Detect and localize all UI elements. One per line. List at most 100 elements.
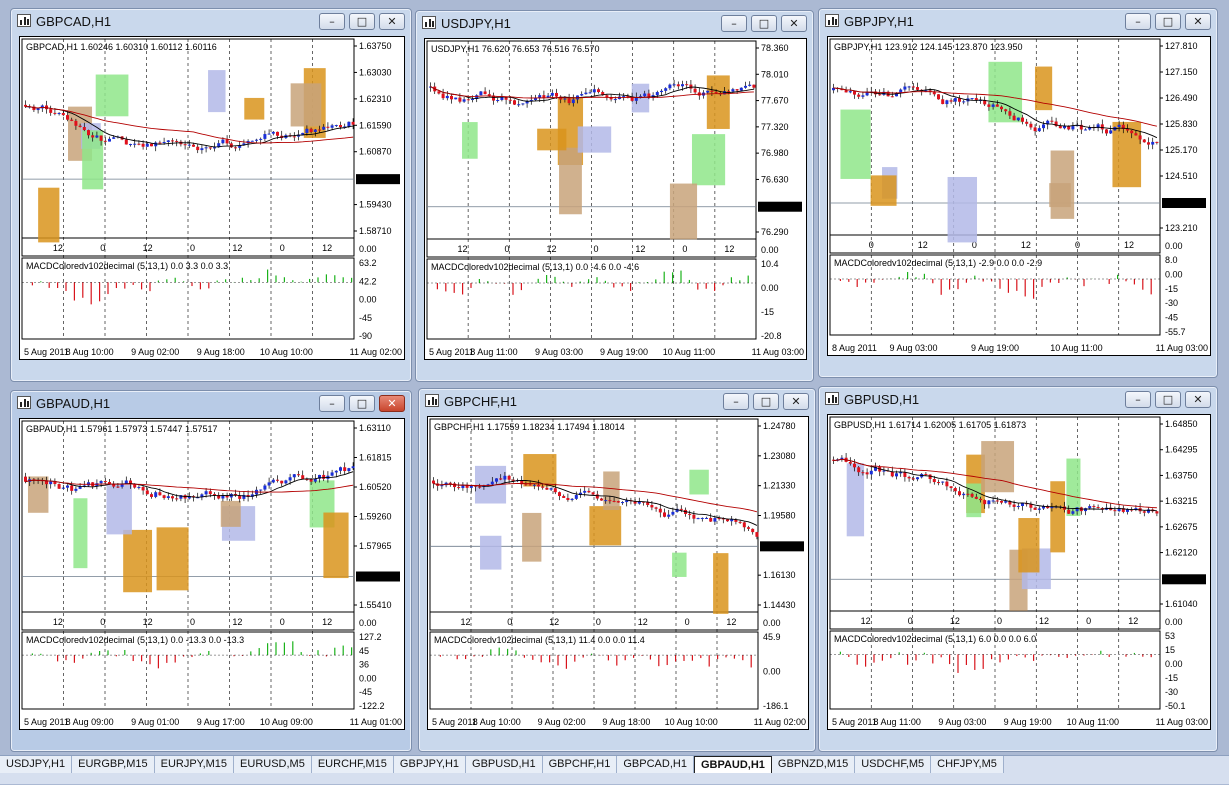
chart-canvas[interactable]: GBPJPY,H1 123.912 124.145 123.870 123.95… [827, 36, 1211, 356]
price-axis-label: 124.510 [1165, 171, 1198, 181]
chart-window-titlebar[interactable]: GBPCHF,H1 – □ ✕ [419, 389, 815, 413]
macd-axis-label: -15 [1165, 673, 1178, 683]
maximize-button[interactable]: □ [751, 15, 777, 32]
current-price-label: 1.57517 [359, 571, 392, 581]
chart-tab-eurgbp-m15[interactable]: EURGBP,M15 [72, 756, 155, 773]
price-axis-label: 127.150 [1165, 67, 1198, 77]
chart-canvas[interactable]: GBPCHF,H1 1.17559 1.18234 1.17494 1.1801… [427, 416, 809, 730]
chart-tab-chfjpy-m5[interactable]: CHFJPY,M5 [931, 756, 1004, 773]
chart-canvas[interactable]: USDJPY,H1 76.620 76.653 76.516 76.570 78.… [424, 38, 807, 360]
chart-window-icon [825, 14, 839, 27]
hour-tick-label: 12 [726, 617, 736, 627]
chart-tab-gbpcad-h1[interactable]: GBPCAD,H1 [617, 756, 694, 773]
chart-window-gbpaud[interactable]: GBPAUD,H1 – □ ✕ GBPAUD,H1 1.57961 1.57973 1.… [10, 390, 412, 752]
chart-tab-gbpnzd-m15[interactable]: GBPNZD,M15 [771, 756, 856, 773]
chart-ohlc-header: USDJPY,H1 76.620 76.653 76.516 76.570 [431, 44, 599, 54]
chart-tab-gbpchf-h1[interactable]: GBPCHF,H1 [542, 756, 618, 773]
date-axis-label: 5 Aug 2011 [24, 347, 69, 357]
price-axis-label: 1.24780 [763, 421, 796, 431]
close-button[interactable]: ✕ [1185, 391, 1211, 408]
chart-window-gbpjpy[interactable]: GBPJPY,H1 – □ ✕ GBPJPY,H1 123.912 124.145 12… [818, 8, 1218, 378]
macd-title: MACDColoredv102decimal (5,13,1) 0.0 -13.… [26, 635, 244, 645]
close-button[interactable]: ✕ [781, 15, 807, 32]
hour-tick-label: 12 [458, 244, 468, 254]
hour-tick-label: 12 [143, 243, 153, 253]
chart-window-gbpchf[interactable]: GBPCHF,H1 – □ ✕ GBPCHF,H1 1.17559 1.18234 1.… [418, 388, 816, 752]
chart-canvas[interactable]: GBPCAD,H1 1.60246 1.60310 1.60112 1.6011… [19, 36, 405, 360]
minimize-button[interactable]: – [721, 15, 747, 32]
chart-tab-eurchf-m15[interactable]: EURCHF,M15 [311, 756, 394, 773]
chart-window-titlebar[interactable]: GBPAUD,H1 – □ ✕ [11, 391, 411, 415]
chart-window-usdjpy[interactable]: USDJPY,H1 – □ ✕ USDJPY,H1 76.620 76.653 76.5… [415, 10, 814, 382]
close-button[interactable]: ✕ [783, 393, 809, 410]
chart-window-titlebar[interactable]: USDJPY,H1 – □ ✕ [416, 11, 813, 35]
chart-window-titlebar[interactable]: GBPUSD,H1 – □ ✕ [819, 387, 1217, 411]
maximize-button[interactable]: □ [349, 13, 375, 30]
minimize-icon: – [731, 17, 737, 30]
macd-axis-label: 10.4 [761, 259, 779, 269]
maximize-button[interactable]: □ [753, 393, 779, 410]
minimize-button[interactable]: – [1125, 13, 1151, 30]
macd-axis-label: -15 [1165, 284, 1178, 294]
slow-moving-average [25, 106, 354, 144]
macd-axis-label: 8.0 [1165, 255, 1178, 265]
chart-window-titlebar[interactable]: GBPCAD,H1 – □ ✕ [11, 9, 411, 33]
macd-axis-label: 127.2 [359, 632, 382, 642]
maximize-icon: □ [356, 15, 368, 28]
maximize-button[interactable]: □ [349, 395, 375, 412]
close-button[interactable]: ✕ [379, 13, 405, 30]
maximize-icon: □ [356, 397, 368, 410]
macd-axis-label: -90 [359, 331, 372, 341]
macd-title: MACDColoredv102decimal (5,13,1) 0.0 3.3 … [26, 261, 228, 271]
close-button[interactable]: ✕ [379, 395, 405, 412]
macd-axis-label: 36 [359, 660, 369, 670]
maximize-button[interactable]: □ [1155, 391, 1181, 408]
date-axis-label: 5 Aug 2011 [429, 347, 474, 357]
chart-ohlc-header: GBPJPY,H1 123.912 124.145 123.870 123.95… [834, 42, 1023, 52]
chart-canvas[interactable]: GBPAUD,H1 1.57961 1.57973 1.57447 1.5751… [19, 418, 405, 730]
chart-tab-usdjpy-h1[interactable]: USDJPY,H1 [0, 756, 73, 773]
fast-moving-average [433, 480, 758, 526]
current-price-label: 76.570 [761, 201, 789, 211]
macd-axis-label: -45 [359, 687, 372, 697]
chart-window-title: GBPUSD,H1 [844, 392, 920, 407]
chart-window-title: GBPJPY,H1 [844, 14, 914, 29]
date-axis-label: 9 Aug 19:00 [971, 343, 1019, 353]
chart-ohlc-header: GBPCAD,H1 1.60246 1.60310 1.60112 1.6011… [26, 42, 217, 52]
minimize-button[interactable]: – [723, 393, 749, 410]
date-axis-label: 8 Aug 11:00 [470, 347, 517, 357]
close-button[interactable]: ✕ [1185, 13, 1211, 30]
price-axis-label: 1.58710 [359, 226, 392, 236]
maximize-button[interactable]: □ [1155, 13, 1181, 30]
hour-tick-label: 12 [1039, 616, 1049, 626]
chart-window-icon [17, 396, 31, 409]
minimize-button[interactable]: – [319, 395, 345, 412]
subwindow-top-label: 0.00 [763, 618, 781, 628]
date-axis-label: 8 Aug 10:00 [473, 717, 521, 727]
price-chart-svg: GBPJPY,H1 123.912 124.145 123.870 123.95… [829, 38, 1208, 353]
price-axis-label: 1.16130 [763, 570, 796, 580]
chart-tab-gbpusd-h1[interactable]: GBPUSD,H1 [466, 756, 543, 773]
minimize-button[interactable]: – [1125, 391, 1151, 408]
fast-moving-average [833, 87, 1158, 139]
chart-tab-gbpaud-h1[interactable]: GBPAUD,H1 [693, 756, 772, 773]
chart-window-gbpusd[interactable]: GBPUSD,H1 – □ ✕ GBPUSD,H1 1.61714 1.62005 1.… [818, 386, 1218, 752]
chart-tab-eurjpy-m15[interactable]: EURJPY,M15 [154, 756, 235, 773]
chart-window-gbpcad[interactable]: GBPCAD,H1 – □ ✕ GBPCAD,H1 1.60246 1.60310 1.… [10, 8, 412, 382]
chart-window-titlebar[interactable]: GBPJPY,H1 – □ ✕ [819, 9, 1217, 33]
price-axis-label: 76.290 [761, 227, 789, 237]
chart-tab-eurusd-m5[interactable]: EURUSD,M5 [234, 756, 312, 773]
chart-window-icon [825, 392, 839, 405]
hour-tick-label: 12 [53, 243, 63, 253]
price-chart-svg: GBPAUD,H1 1.57961 1.57973 1.57447 1.5751… [21, 420, 402, 727]
current-price-marker [760, 541, 804, 552]
slow-moving-average [25, 479, 354, 493]
date-axis-label: 10 Aug 09:00 [260, 717, 313, 727]
date-axis-label: 9 Aug 02:00 [131, 347, 179, 357]
chart-canvas[interactable]: GBPUSD,H1 1.61714 1.62005 1.61705 1.6187… [827, 414, 1211, 730]
chart-tab-gbpjpy-h1[interactable]: GBPJPY,H1 [393, 756, 467, 773]
minimize-button[interactable]: – [319, 13, 345, 30]
hour-tick-label: 0 [507, 617, 512, 627]
signal-zones [840, 61, 1142, 243]
chart-tab-usdchf-m5[interactable]: USDCHF,M5 [855, 756, 932, 773]
